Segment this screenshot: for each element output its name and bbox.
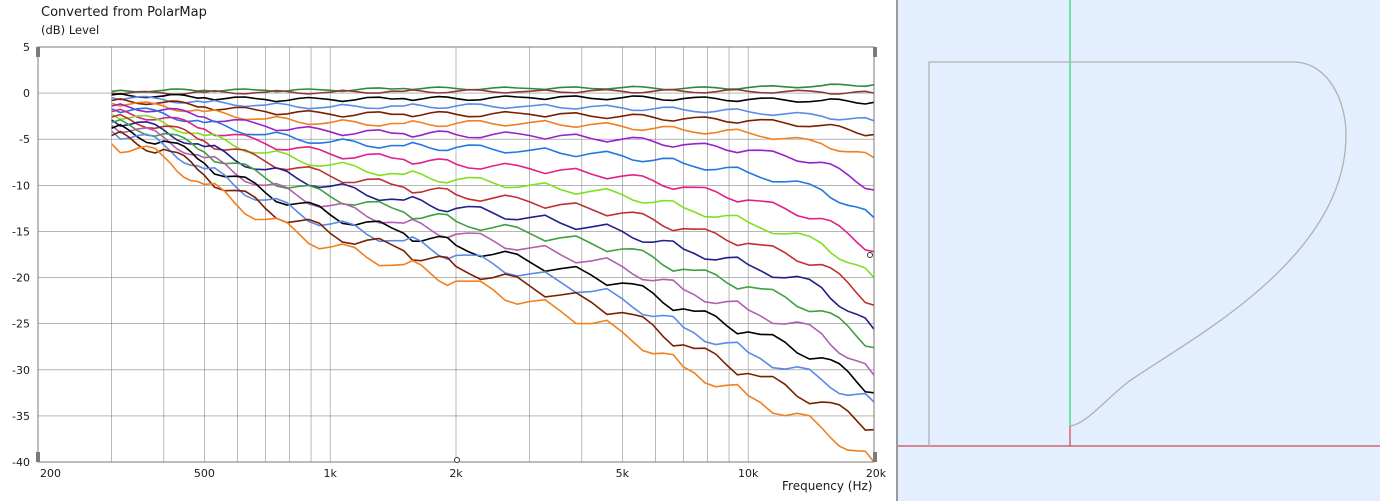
y-tick-label: 5 — [23, 41, 30, 54]
right-scroll-handle-bottom[interactable] — [873, 452, 877, 462]
y-tick-label: -5 — [19, 133, 30, 146]
x-tick-label: 500 — [194, 467, 215, 480]
waveguide-outline[interactable] — [928, 61, 1347, 446]
series-line-16 — [111, 130, 875, 403]
series-line-15 — [111, 123, 875, 394]
series-line-3 — [111, 92, 875, 105]
series-line-10 — [111, 113, 875, 279]
series-line-14 — [111, 124, 875, 376]
series-line-12 — [111, 119, 875, 330]
y-tick-label: -10 — [12, 179, 30, 192]
tick-labels: 5 0 -5 -10 -15 -20 -25 -30 -35 -40 200 500 1k 2k 5k 10k… — [12, 41, 887, 480]
y-tick-label: -35 — [12, 410, 30, 423]
series-line-17 — [111, 130, 875, 431]
left-scroll-handle[interactable] — [36, 47, 40, 57]
y-axis-label: (dB) Level — [41, 23, 100, 37]
series-layer — [111, 83, 875, 463]
right-scroll-handle[interactable] — [873, 47, 877, 57]
x-tick-label: 5k — [616, 467, 630, 480]
series-line-8 — [111, 107, 875, 219]
frequency-response-chart[interactable]: 5 0 -5 -10 -15 -20 -25 -30 -35 -40 200 500 1k 2k 5k 10k… — [0, 0, 896, 501]
x-tick-label: 10k — [738, 467, 759, 480]
series-line-6 — [111, 101, 875, 159]
x-tick-label: 20k — [866, 467, 887, 480]
series-line-4 — [111, 95, 875, 122]
panel-divider[interactable] — [896, 0, 898, 501]
x-tick-label: 1k — [323, 467, 337, 480]
chart-title: Converted from PolarMap — [41, 5, 207, 20]
y-tick-label: -30 — [12, 364, 30, 377]
series-line-18 — [111, 143, 875, 463]
y-tick-label: -25 — [12, 318, 30, 331]
series-line-2 — [111, 88, 875, 96]
series-line-7 — [111, 103, 875, 191]
series-line-1 — [111, 83, 875, 93]
cursor-marker-right[interactable] — [867, 252, 873, 258]
series-line-13 — [111, 118, 875, 349]
x-axis-label: Frequency (Hz) — [782, 479, 873, 493]
x-tick-label: 2k — [449, 467, 463, 480]
waveguide-profile-view[interactable] — [898, 0, 1380, 501]
series-line-5 — [111, 97, 875, 137]
series-line-9 — [111, 108, 875, 253]
y-tick-label: -15 — [12, 225, 30, 238]
profile-canvas[interactable] — [898, 0, 1380, 501]
frequency-response-panel: Converted from PolarMap (dB) Level Frequ… — [0, 0, 896, 501]
x-tick-label: 200 — [40, 467, 61, 480]
cursor-marker-bottom[interactable] — [454, 457, 460, 463]
y-tick-label: -20 — [12, 272, 30, 285]
series-line-11 — [111, 113, 875, 306]
y-tick-label: -40 — [12, 456, 30, 469]
left-scroll-handle-bottom[interactable] — [36, 452, 40, 462]
y-tick-label: 0 — [23, 87, 30, 100]
